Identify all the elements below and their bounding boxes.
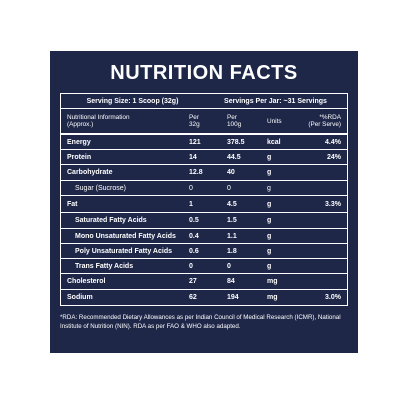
per-serve-value: 14 <box>189 153 197 161</box>
nutrient-name: Carbohydrate <box>67 169 113 176</box>
table-body: Energy 121 378.5 kcal 4.4% Protein 14 44.5 g 24% C… <box>61 135 347 305</box>
header-units: Units <box>267 117 282 125</box>
per-100g-value: 0 <box>227 184 231 192</box>
table-row: Protein 14 44.5 g 24% <box>61 150 347 165</box>
header-info: Nutritional Information (Approx.) <box>67 114 130 128</box>
nutrition-title: NUTRITION FACTS <box>110 62 298 84</box>
unit-value: kcal <box>267 138 281 146</box>
nutrition-panel: NUTRITION FACTS Serving Size: 1 Scoop (3… <box>50 51 358 353</box>
per-100g-value: 1.1 <box>227 232 237 240</box>
table-row: Fat 1 4.5 g 3.3% <box>61 196 347 213</box>
table-row: Trans Fatty Acids 0 0 g <box>61 259 347 274</box>
unit-value: g <box>267 232 272 240</box>
nutrient-name: Cholesterol <box>67 278 106 285</box>
table-row: Saturated Fatty Acids 0.5 1.5 g <box>61 213 347 229</box>
nutrition-table: Serving Size: 1 Scoop (32g) Servings Per… <box>60 93 348 306</box>
table-row: Cholesterol 27 84 mg <box>61 274 347 290</box>
rda-value: 24% <box>326 153 341 161</box>
per-100g-value: 40 <box>227 169 235 176</box>
nutrient-name: Protein <box>67 153 92 161</box>
per-100g-value: 0 <box>227 262 231 270</box>
table-row: Sugar (Sucrose) 0 0 g <box>61 181 347 196</box>
rda-value: 3.3% <box>325 200 341 208</box>
nutrient-name: Sodium <box>67 294 93 301</box>
per-serve-value: 121 <box>189 138 201 146</box>
serving-size: Serving Size: 1 Scoop (32g) <box>86 97 179 105</box>
unit-value: g <box>267 247 272 255</box>
unit-value: g <box>267 262 272 270</box>
per-serve-value: 27 <box>189 278 197 285</box>
table-row: Energy 121 378.5 kcal 4.4% <box>61 135 347 150</box>
table-header: Nutritional Information (Approx.) Per 32… <box>61 109 347 135</box>
nutrient-name: Energy <box>67 138 91 146</box>
table-row: Carbohydrate 12.8 40 g <box>61 165 347 181</box>
per-100g-value: 84 <box>227 278 235 285</box>
unit-value: mg <box>267 294 278 301</box>
serving-row: Serving Size: 1 Scoop (32g) Servings Per… <box>61 94 347 109</box>
header-per-100g: Per 100g <box>227 114 242 128</box>
per-serve-value: 0.4 <box>189 232 199 240</box>
header-per-serve: Per 32g <box>189 114 200 128</box>
per-100g-value: 378.5 <box>227 138 245 146</box>
per-100g-value: 44.5 <box>227 153 241 161</box>
per-serve-value: 1 <box>189 200 193 208</box>
nutrient-name: Saturated Fatty Acids <box>75 217 147 224</box>
per-100g-value: 1.8 <box>227 247 237 255</box>
nutrient-name: Sugar (Sucrose) <box>75 184 126 192</box>
unit-value: mg <box>267 278 278 285</box>
per-100g-value: 194 <box>227 294 239 301</box>
table-row: Mono Unsaturated Fatty Acids 0.4 1.1 g <box>61 229 347 244</box>
per-serve-value: 62 <box>189 294 197 301</box>
rda-value: 4.4% <box>325 138 341 146</box>
per-serve-value: 12.8 <box>189 169 203 176</box>
nutrient-name: Poly Unsaturated Fatty Acids <box>75 247 172 255</box>
per-100g-value: 1.5 <box>227 217 237 224</box>
nutrient-name: Fat <box>67 200 78 208</box>
servings-per-jar: Servings Per Jar: ~31 Servings <box>224 97 327 105</box>
per-serve-value: 0.5 <box>189 217 199 224</box>
rda-footnote: *RDA: Recommended Dietary Allowances as … <box>60 314 341 330</box>
table-row: Sodium 62 194 mg 3.0% <box>61 290 347 305</box>
header-rda: *%RDA (Per Serve) <box>308 114 341 128</box>
per-serve-value: 0 <box>189 184 193 192</box>
unit-value: g <box>267 217 272 224</box>
unit-value: g <box>267 200 272 208</box>
per-serve-value: 0.6 <box>189 247 199 255</box>
unit-value: g <box>267 169 272 176</box>
unit-value: g <box>267 184 271 192</box>
rda-value: 3.0% <box>325 294 341 301</box>
per-100g-value: 4.5 <box>227 200 237 208</box>
table-row: Poly Unsaturated Fatty Acids 0.6 1.8 g <box>61 244 347 259</box>
unit-value: g <box>267 153 272 161</box>
nutrient-name: Trans Fatty Acids <box>75 262 134 270</box>
nutrient-name: Mono Unsaturated Fatty Acids <box>75 232 176 240</box>
per-serve-value: 0 <box>189 262 193 270</box>
